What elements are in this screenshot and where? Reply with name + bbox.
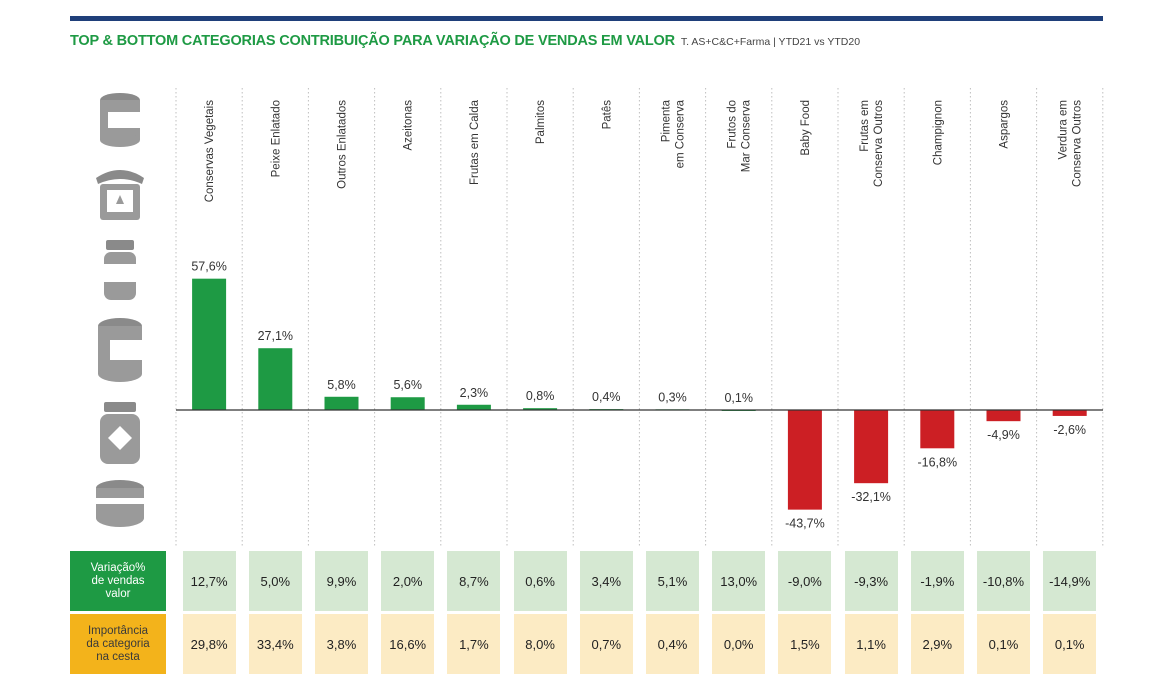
category-label-8: Frutos do Mar Conserva bbox=[727, 99, 753, 172]
category-label-6: Patês bbox=[601, 100, 613, 130]
data-label-2: 5,8% bbox=[327, 378, 356, 392]
importancia-cell-13: 0,1% bbox=[1043, 614, 1097, 674]
importancia-cell-3: 16,6% bbox=[381, 614, 435, 674]
category-label-line: Conservas Vegetais bbox=[204, 100, 216, 203]
bar-13 bbox=[1052, 410, 1087, 416]
variacao-cell-2: 9,9% bbox=[315, 551, 368, 611]
variacao-cell-6: 3,4% bbox=[579, 551, 633, 611]
variacao-cell-5: 0,6% bbox=[513, 551, 567, 611]
data-label-13: -2,6% bbox=[1053, 423, 1086, 437]
category-label-line: Azeitonas bbox=[403, 100, 415, 151]
bar-4 bbox=[456, 404, 491, 410]
bar-12 bbox=[986, 410, 1021, 422]
importancia-row-label: Importância da categoria na cesta bbox=[70, 614, 166, 674]
importancia-cell-7: 0,4% bbox=[646, 614, 699, 674]
variacao-cell-0: 12,7% bbox=[182, 551, 236, 611]
bar-2 bbox=[324, 396, 359, 410]
category-label-line: Champignon bbox=[932, 100, 944, 165]
category-label-0: Conservas Vegetais bbox=[204, 100, 216, 203]
category-label-line: Verdura em bbox=[1058, 100, 1070, 159]
data-label-10: -32,1% bbox=[851, 490, 891, 504]
importancia-cell-2: 3,8% bbox=[315, 614, 368, 674]
category-label-line: Pimenta bbox=[661, 99, 673, 142]
category-label-10: Frutas em Conserva Outros bbox=[859, 100, 885, 187]
data-label-3: 5,6% bbox=[393, 378, 422, 392]
chart-title-text: TOP & BOTTOM CATEGORIAS CONTRIBUIÇÃO PAR… bbox=[70, 33, 675, 49]
data-label-6: 0,4% bbox=[592, 390, 621, 404]
product-icons-column bbox=[92, 90, 148, 540]
category-label-line: Palmitos bbox=[535, 100, 547, 144]
bar-1 bbox=[258, 348, 293, 410]
variacao-cell-10: -9,3% bbox=[844, 551, 898, 611]
jam-jar-icon bbox=[92, 162, 148, 230]
chart-title: TOP & BOTTOM CATEGORIAS CONTRIBUIÇÃO PAR… bbox=[70, 33, 860, 49]
data-label-4: 2,3% bbox=[460, 386, 489, 400]
bar-9 bbox=[787, 410, 822, 510]
category-label-line: Mar Conserva bbox=[741, 99, 753, 172]
category-label-line: Peixe Enlatado bbox=[270, 100, 282, 177]
category-label-13: Verdura em Conserva Outros bbox=[1058, 100, 1084, 187]
preserve-jar-icon bbox=[92, 400, 148, 468]
variacao-cell-11: -1,9% bbox=[910, 551, 964, 611]
category-label-11: Champignon bbox=[932, 100, 944, 165]
tall-can-icon bbox=[92, 316, 148, 384]
importancia-cell-5: 8,0% bbox=[513, 614, 567, 674]
bar-0 bbox=[192, 278, 227, 410]
data-label-12: -4,9% bbox=[987, 428, 1020, 442]
variacao-cell-3: 2,0% bbox=[381, 551, 435, 611]
importancia-cell-8: 0,0% bbox=[712, 614, 766, 674]
variacao-cell-8: 13,0% bbox=[712, 551, 766, 611]
can-icon bbox=[92, 90, 148, 158]
category-label-line: Frutas em bbox=[859, 100, 871, 152]
category-label-line: Baby Food bbox=[800, 100, 812, 156]
importancia-cell-10: 1,1% bbox=[844, 614, 898, 674]
variacao-row-label: Variação% de vendas valor bbox=[70, 551, 166, 611]
category-label-3: Azeitonas bbox=[403, 100, 415, 151]
category-label-4: Frutas em Calda bbox=[469, 99, 481, 185]
bar-10 bbox=[854, 410, 889, 484]
data-label-7: 0,3% bbox=[658, 390, 687, 404]
bar-3 bbox=[390, 397, 425, 410]
variacao-cell-7: 5,1% bbox=[646, 551, 699, 611]
category-label-line: Outros Enlatados bbox=[337, 100, 349, 189]
variacao-cell-12: -10,8% bbox=[977, 551, 1030, 611]
chart-subtitle: T. AS+C&C+Farma | YTD21 vs YTD20 bbox=[680, 36, 861, 48]
variacao-cell-9: -9,0% bbox=[778, 551, 832, 611]
importancia-cell-11: 2,9% bbox=[910, 614, 964, 674]
importancia-cell-4: 1,7% bbox=[447, 614, 501, 674]
category-label-line: em Conserva bbox=[675, 99, 687, 168]
bar-11 bbox=[920, 410, 955, 449]
category-label-5: Palmitos bbox=[535, 100, 547, 144]
round-tin-icon bbox=[92, 478, 148, 546]
data-label-8: 0,1% bbox=[724, 391, 753, 405]
data-label-5: 0,8% bbox=[526, 389, 555, 403]
bar-5 bbox=[523, 408, 558, 410]
importancia-cell-9: 1,5% bbox=[778, 614, 832, 674]
category-label-7: Pimenta em Conserva bbox=[661, 99, 687, 168]
category-label-9: Baby Food bbox=[800, 100, 812, 156]
data-label-1: 27,1% bbox=[258, 329, 293, 343]
header-bar bbox=[70, 16, 1103, 21]
importancia-cell-0: 29,8% bbox=[182, 614, 236, 674]
category-label-line: Frutos do bbox=[727, 100, 739, 149]
category-label-line: Conserva Outros bbox=[1072, 100, 1084, 187]
data-label-11: -16,8% bbox=[917, 455, 957, 469]
variacao-cell-13: -14,9% bbox=[1043, 551, 1097, 611]
data-label-0: 57,6% bbox=[191, 260, 226, 274]
importancia-cell-1: 33,4% bbox=[248, 614, 302, 674]
importancia-cell-12: 0,1% bbox=[977, 614, 1030, 674]
category-label-line: Conserva Outros bbox=[873, 100, 885, 187]
category-label-2: Outros Enlatados bbox=[337, 100, 349, 189]
category-label-line: Aspargos bbox=[999, 100, 1011, 149]
variacao-cell-1: 5,0% bbox=[248, 551, 302, 611]
baby-food-jar-icon bbox=[92, 238, 148, 306]
category-label-line: Patês bbox=[601, 100, 613, 130]
category-label-line: Frutas em Calda bbox=[469, 99, 481, 185]
importancia-cell-6: 0,7% bbox=[579, 614, 633, 674]
variacao-cell-4: 8,7% bbox=[447, 551, 501, 611]
data-label-9: -43,7% bbox=[785, 517, 825, 531]
category-label-12: Aspargos bbox=[999, 100, 1011, 149]
category-label-1: Peixe Enlatado bbox=[270, 100, 282, 177]
